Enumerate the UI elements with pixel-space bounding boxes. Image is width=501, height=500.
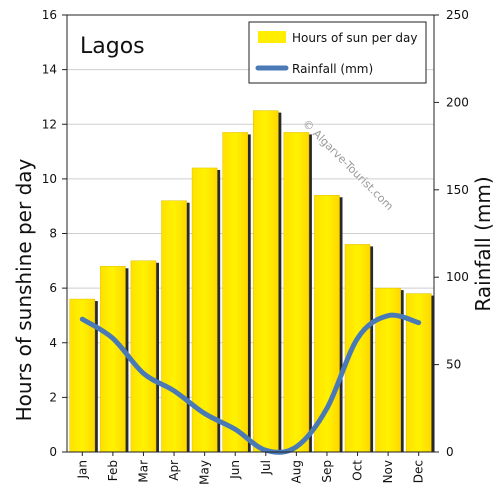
y2-tick-label: 150 xyxy=(446,183,469,197)
y2-tick-label: 50 xyxy=(446,358,461,372)
x-tick-label: Nov xyxy=(381,460,395,483)
y-tick-label: 10 xyxy=(42,172,57,186)
y-tick-label: 14 xyxy=(42,63,57,77)
y2-tick-label: 100 xyxy=(446,270,469,284)
legend-label-sun: Hours of sun per day xyxy=(292,31,417,45)
x-tick-label: Aug xyxy=(289,460,303,483)
y-tick-label: 16 xyxy=(42,8,57,22)
x-axis-ticks: Jan Feb Mar Apr May Jun Jul Aug Sep Oct Nov Dec xyxy=(75,452,426,485)
x-tick-label: Feb xyxy=(106,460,120,481)
y-tick-label: 4 xyxy=(49,336,57,350)
sun-bar xyxy=(130,260,157,453)
left-axis-ticks: 0 2 4 6 8 10 12 14 16 xyxy=(42,8,67,459)
x-tick-label: Apr xyxy=(167,460,181,481)
sun-bar xyxy=(69,298,96,453)
x-tick-label: Mar xyxy=(136,460,150,483)
y-tick-label: 2 xyxy=(49,390,57,404)
y-tick-label: 8 xyxy=(49,227,57,241)
y-axis-title: Hours of sunshine per day xyxy=(12,158,36,421)
sun-bar xyxy=(222,132,248,453)
y-tick-label: 0 xyxy=(49,445,57,459)
sun-bar xyxy=(375,287,401,453)
x-tick-label: May xyxy=(198,460,212,485)
x-tick-label: Jul xyxy=(259,460,273,475)
y2-axis-title: Rainfall (mm) xyxy=(471,176,495,311)
y-tick-label: 12 xyxy=(42,117,57,131)
y-tick-label: 6 xyxy=(49,281,57,295)
right-axis-ticks: 0 50 100 150 200 250 xyxy=(434,8,469,459)
x-tick-label: Jun xyxy=(228,460,242,480)
sun-bar xyxy=(100,266,126,453)
y2-tick-label: 250 xyxy=(446,8,469,22)
x-tick-label: Oct xyxy=(351,460,365,481)
x-tick-label: Dec xyxy=(412,460,426,483)
sun-bar xyxy=(283,132,310,453)
legend: Hours of sun per day Rainfall (mm) xyxy=(248,21,427,84)
y2-tick-label: 200 xyxy=(446,95,469,109)
legend-label-rainfall: Rainfall (mm) xyxy=(292,62,373,76)
y2-tick-label: 0 xyxy=(446,445,454,459)
x-tick-label: Sep xyxy=(320,460,334,483)
sunshine-bars xyxy=(69,110,435,453)
sun-bar xyxy=(253,110,279,453)
chart-title: Lagos xyxy=(80,34,145,59)
x-tick-label: Jan xyxy=(75,460,89,480)
sun-bar xyxy=(161,200,187,453)
rainfall-line xyxy=(79,312,422,455)
sun-bar xyxy=(314,195,340,453)
legend-swatch-sun xyxy=(258,31,286,43)
sun-bar xyxy=(344,244,371,453)
